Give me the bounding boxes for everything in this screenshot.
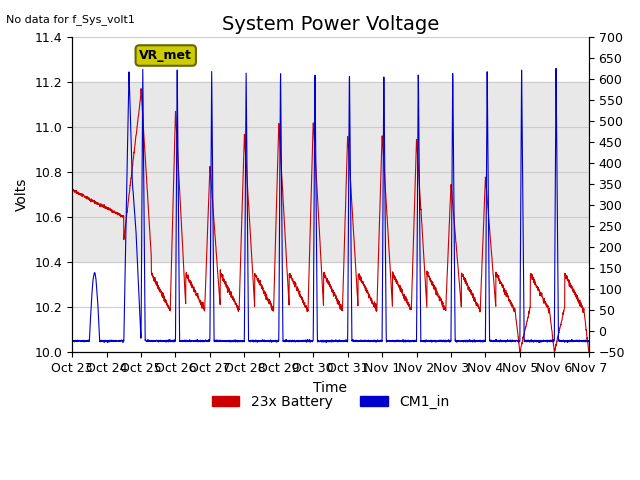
Title: System Power Voltage: System Power Voltage: [222, 15, 439, 34]
Text: No data for f_Sys_volt1: No data for f_Sys_volt1: [6, 14, 135, 25]
Bar: [72, 82, 589, 262]
Text: VR_met: VR_met: [140, 49, 192, 62]
Y-axis label: Volts: Volts: [15, 178, 29, 211]
Legend: 23x Battery, CM1_in: 23x Battery, CM1_in: [206, 389, 455, 415]
X-axis label: Time: Time: [314, 381, 348, 395]
